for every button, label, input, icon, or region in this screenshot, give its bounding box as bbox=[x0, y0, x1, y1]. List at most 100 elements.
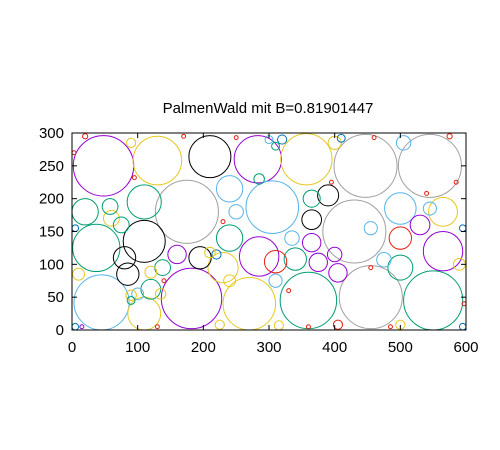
circle-mark bbox=[422, 231, 464, 272]
circle-mark bbox=[72, 198, 99, 226]
x-axis: 0 100 200 300 400 500 600 bbox=[68, 133, 479, 356]
x-tick-label: 500 bbox=[388, 339, 413, 356]
circle-mark bbox=[82, 133, 89, 140]
x-tick-label: 300 bbox=[256, 339, 281, 356]
circle-mark bbox=[376, 252, 392, 268]
circle-mark bbox=[211, 249, 222, 260]
circle-mark bbox=[446, 133, 453, 140]
circle-mark bbox=[271, 141, 281, 151]
circle-mark bbox=[409, 214, 431, 236]
circle-mark bbox=[220, 219, 226, 225]
circle-mark bbox=[301, 232, 322, 253]
circle-mark bbox=[207, 252, 239, 284]
circle-mark bbox=[338, 265, 403, 330]
circle-mark bbox=[101, 198, 119, 215]
circle-mark bbox=[273, 320, 284, 330]
x-tick-label: 100 bbox=[125, 339, 150, 356]
circle-mark bbox=[204, 246, 216, 259]
circle-mark bbox=[301, 209, 323, 231]
circle-mark bbox=[387, 254, 414, 281]
y-tick-label: 150 bbox=[39, 224, 64, 241]
circle-mark bbox=[422, 201, 437, 216]
x-tick-label: 600 bbox=[453, 339, 478, 356]
circle-mark bbox=[332, 319, 344, 330]
circle-mark bbox=[326, 246, 343, 263]
circle-mark bbox=[103, 209, 120, 227]
y-tick-label: 0 bbox=[56, 322, 64, 339]
circle-mark bbox=[333, 133, 398, 198]
y-tick-label: 250 bbox=[39, 158, 64, 175]
circle-mark bbox=[72, 267, 85, 281]
circle-mark bbox=[215, 224, 244, 252]
x-tick-label: 0 bbox=[68, 339, 76, 356]
circle-mark bbox=[233, 135, 239, 141]
circle-mark bbox=[222, 276, 277, 330]
circle-mark bbox=[279, 271, 338, 330]
circle-mark bbox=[363, 221, 378, 236]
y-tick-label: 300 bbox=[39, 125, 64, 142]
circle-mark bbox=[132, 135, 183, 186]
circle-mark bbox=[144, 265, 158, 279]
circle-mark bbox=[308, 252, 328, 273]
circle-mark bbox=[317, 184, 340, 207]
circle-mark bbox=[322, 199, 387, 264]
circle-mark bbox=[188, 135, 232, 179]
circle-mark bbox=[122, 219, 166, 263]
y-tick-label: 200 bbox=[39, 191, 64, 208]
circle-mark bbox=[154, 179, 219, 244]
circle-mark bbox=[453, 179, 459, 185]
x-tick-label: 200 bbox=[191, 339, 216, 356]
circle-mark bbox=[371, 135, 377, 141]
circle-mark bbox=[397, 133, 462, 198]
chart-title: PalmenWald mit B=0.81901447 bbox=[163, 100, 374, 117]
circle-mark bbox=[428, 196, 458, 227]
x-tick-label: 400 bbox=[322, 339, 347, 356]
circle-mark bbox=[126, 296, 136, 305]
circle-mark bbox=[131, 287, 145, 301]
circle-mark bbox=[116, 262, 140, 286]
circle-mark bbox=[228, 204, 244, 220]
circle-mark bbox=[131, 175, 137, 181]
circle-mark bbox=[458, 224, 466, 232]
circle-mark bbox=[263, 250, 288, 274]
circle-mark bbox=[126, 184, 162, 220]
circle-mark bbox=[253, 173, 265, 185]
circle-mark bbox=[112, 246, 137, 270]
circle-mark bbox=[154, 288, 167, 300]
circle-mark bbox=[72, 135, 135, 197]
circle-mark bbox=[395, 135, 412, 151]
circle-mark bbox=[167, 244, 187, 265]
y-axis: 0 50 100 150 200 250 300 bbox=[39, 125, 466, 339]
circle-mark bbox=[214, 319, 225, 330]
y-tick-label: 50 bbox=[47, 289, 64, 306]
circle-mark bbox=[154, 324, 160, 330]
circle-mark bbox=[238, 236, 280, 277]
circle-mark bbox=[161, 278, 167, 284]
circle-mark bbox=[336, 133, 346, 143]
circle-mark bbox=[284, 230, 300, 246]
y-tick-label: 100 bbox=[39, 256, 64, 273]
circle-mark bbox=[388, 324, 393, 330]
circle-mark bbox=[283, 247, 307, 271]
circle-mark bbox=[215, 175, 244, 203]
circle-mark bbox=[286, 288, 292, 294]
circle-mark bbox=[125, 289, 137, 301]
circle-mark bbox=[160, 267, 223, 330]
circle-mark bbox=[280, 133, 333, 186]
circle-mark bbox=[277, 134, 288, 145]
circle-mark bbox=[112, 216, 130, 234]
circle-mark bbox=[424, 190, 430, 196]
circle-mark bbox=[245, 180, 300, 234]
circle-mark bbox=[268, 273, 283, 288]
circle-mark bbox=[328, 263, 348, 283]
circle-mark bbox=[126, 137, 137, 148]
circle-mark bbox=[305, 324, 311, 330]
circle-mark bbox=[72, 224, 80, 232]
circle-mark bbox=[384, 192, 417, 225]
circle-mark bbox=[327, 135, 342, 150]
circle-mark bbox=[403, 270, 464, 330]
circle-mark bbox=[233, 135, 282, 184]
circle-layer bbox=[72, 133, 466, 330]
circle-mark bbox=[72, 223, 121, 273]
